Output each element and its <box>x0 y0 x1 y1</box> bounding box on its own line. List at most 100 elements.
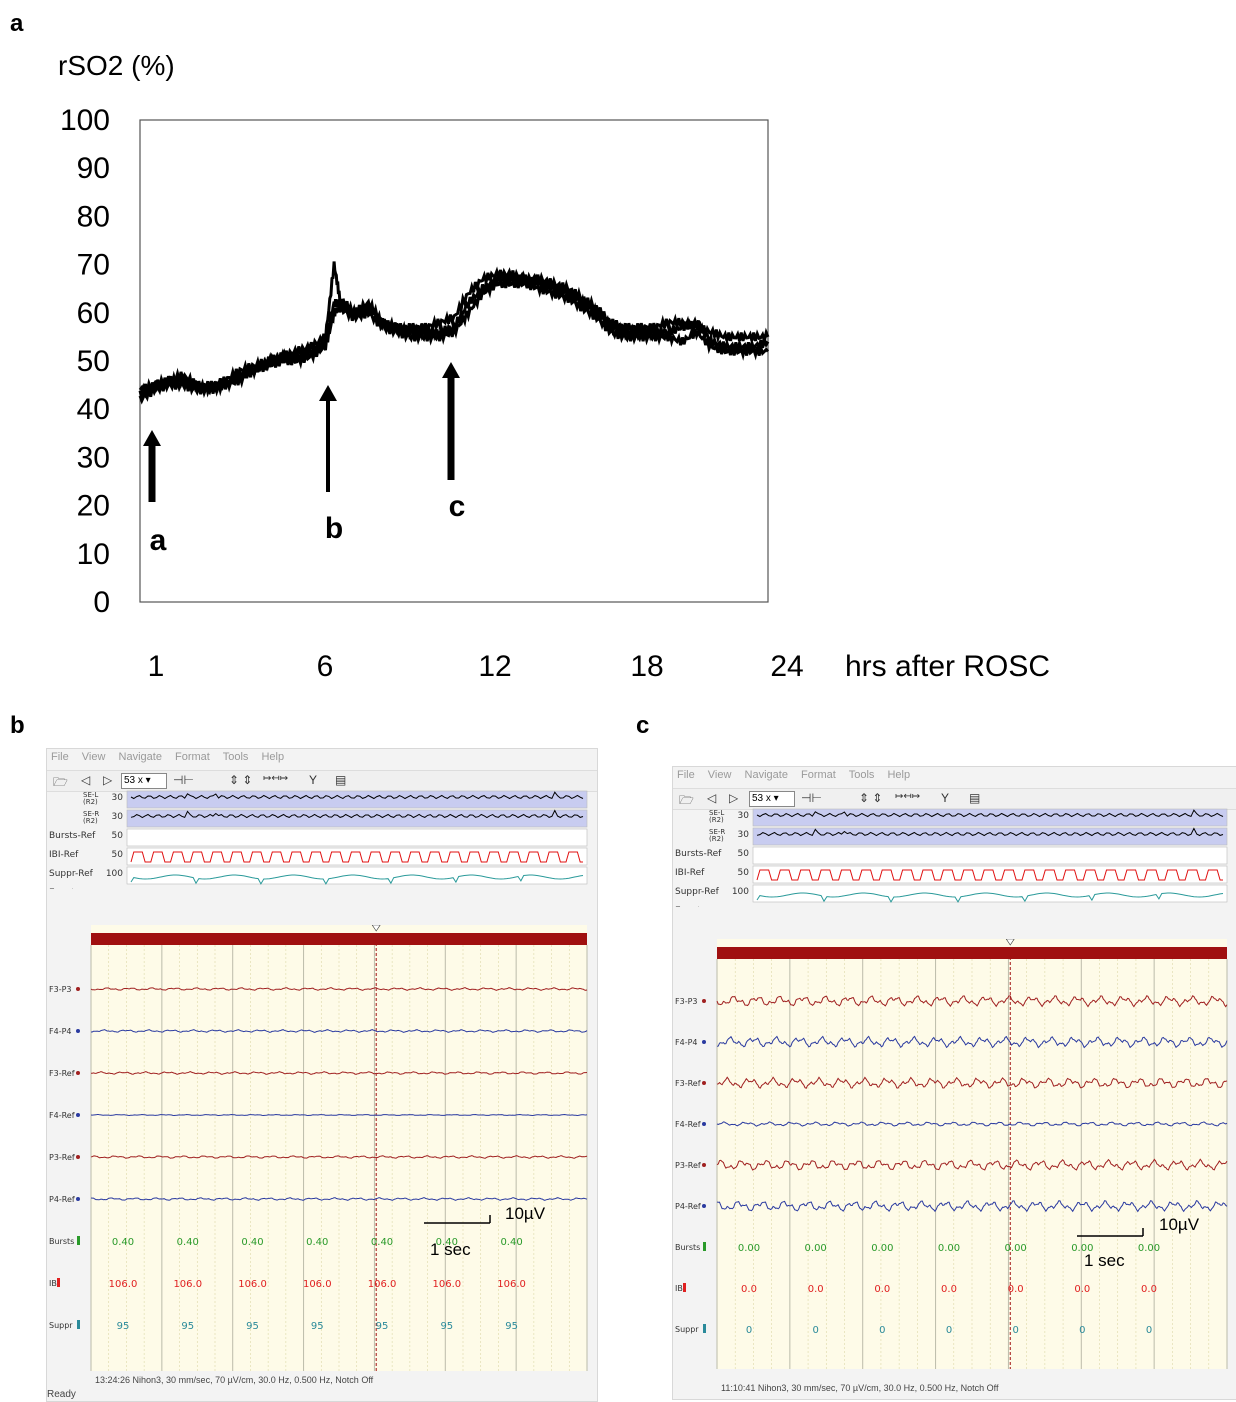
value-cell: 0.40 <box>112 1237 134 1248</box>
trend-track <box>126 847 588 866</box>
value-cell: 95 <box>246 1321 259 1332</box>
trend-scale: 50 <box>112 850 124 860</box>
expand-icon[interactable]: ⇕ ⇕ <box>859 791 883 805</box>
eeg-trace <box>716 1158 1228 1171</box>
status-line: 13:24:26 Nihon3, 30 mm/sec, 70 µV/cm, 30… <box>95 1375 374 1385</box>
channel-dot <box>76 1155 80 1159</box>
menu-help[interactable]: Help <box>887 769 911 781</box>
trend-row-label: IBI-Ref <box>49 850 79 860</box>
trend-row-label: SE-R <box>83 810 99 818</box>
trend-scale: 30 <box>738 830 750 840</box>
value-cell: 0.00 <box>871 1243 893 1254</box>
panel-label-b: b <box>10 712 25 739</box>
eeg-window-b: File View Navigate Format Tools Help 🗁 ◁… <box>46 748 598 1402</box>
y-tick-label: 50 <box>77 345 110 378</box>
value-cell: 0.40 <box>306 1237 328 1248</box>
menu-view[interactable]: View <box>707 769 732 781</box>
menu-tools[interactable]: Tools <box>222 751 249 763</box>
menu-help[interactable]: Help <box>261 751 285 763</box>
eeg-trace <box>90 1071 588 1075</box>
next-icon[interactable]: ▷ <box>729 791 739 805</box>
channel-dot <box>702 1163 706 1167</box>
montage-icon[interactable]: ▤ <box>335 773 347 787</box>
eeg-traces: F3-P3 F4-P4 F3-Ref F4-Ref P3-Ref P4-Ref Bursts… <box>49 925 588 1371</box>
scale-label-uv: 10µV <box>505 1204 546 1223</box>
montage-icon[interactable]: ▤ <box>969 791 981 805</box>
channel-dot <box>702 999 706 1003</box>
panel-label-c: c <box>636 712 650 739</box>
channel-label: F3-Ref <box>49 1069 75 1078</box>
value-cell: 106.0 <box>238 1279 267 1290</box>
menu-navigate[interactable]: Navigate <box>118 751 162 763</box>
menu-bar: File View Navigate Format Tools Help <box>47 751 597 769</box>
annotation-label: b <box>325 512 343 545</box>
prev-icon[interactable]: ◁ <box>707 791 717 805</box>
filter-icon[interactable]: Y <box>941 791 950 805</box>
eeg-trace <box>90 1155 588 1159</box>
value-cell: 0.40 <box>436 1237 458 1248</box>
prev-icon[interactable]: ◁ <box>81 773 91 787</box>
menu-navigate[interactable]: Navigate <box>744 769 788 781</box>
trend-trace <box>756 869 1223 881</box>
trend-scale: 100 <box>106 869 123 879</box>
trend-row-label: Bursts-Ref <box>675 849 722 859</box>
value-row-label: Bursts <box>49 1237 74 1246</box>
menu-view[interactable]: View <box>81 751 106 763</box>
value-cell: 0.0 <box>808 1284 824 1295</box>
open-folder-icon[interactable]: 🗁 <box>679 793 694 807</box>
trend-scale: 50 <box>738 868 750 878</box>
channel-dot <box>76 1113 80 1117</box>
trend-track <box>126 809 588 828</box>
y-tick-label: 80 <box>77 200 110 233</box>
trend-scale: 50 <box>112 831 124 841</box>
trend-scale: 50 <box>738 849 750 859</box>
open-folder-icon[interactable]: 🗁 <box>53 775 68 789</box>
annotation-arrow-head <box>143 430 161 446</box>
spacing-icon[interactable]: ↦↤↦ <box>263 773 289 784</box>
y-tick-label: 10 <box>77 538 110 571</box>
expand-icon[interactable]: ⇕ ⇕ <box>229 773 253 787</box>
menu-file[interactable]: File <box>677 769 695 781</box>
trend-row-label: SE-L <box>709 809 724 817</box>
series-line <box>138 270 770 399</box>
trend-scale: 30 <box>112 812 124 822</box>
menu-file[interactable]: File <box>51 751 69 763</box>
trend-trace <box>756 827 1224 837</box>
eeg-trace <box>90 1113 588 1117</box>
menu-format[interactable]: Format <box>175 751 210 763</box>
x-tick-label: 12 <box>478 650 511 683</box>
value-cell: 0 <box>1012 1325 1018 1336</box>
y-tick-label: 0 <box>93 586 110 619</box>
value-row-marker <box>77 1236 80 1245</box>
zoom-select[interactable]: 53 x ▾ <box>749 791 795 807</box>
channel-label: P3-Ref <box>49 1153 75 1162</box>
menu-tools[interactable]: Tools <box>848 769 875 781</box>
channel-label: P4-Ref <box>49 1195 75 1204</box>
trend-row-label: SE-L <box>83 791 98 799</box>
scale-label-sec: 1 sec <box>1084 1251 1125 1270</box>
scale-bar <box>424 1215 491 1224</box>
value-cell: 106.0 <box>173 1279 202 1290</box>
menu-format[interactable]: Format <box>801 769 836 781</box>
annotation-label: c <box>449 490 466 523</box>
zoom-select[interactable]: 53 x ▾ <box>121 773 167 789</box>
value-cell: 95 <box>117 1321 130 1332</box>
trend-track <box>752 808 1228 827</box>
trend-row-label: Suppr-Ref <box>49 869 94 879</box>
value-cell: 106.0 <box>109 1279 138 1290</box>
value-cell: 95 <box>311 1321 324 1332</box>
value-row-label: Bursts <box>675 1243 700 1252</box>
value-cell: 0.0 <box>874 1284 890 1295</box>
trend-trace <box>130 791 584 800</box>
ready-status: Ready <box>47 1389 76 1400</box>
next-icon[interactable]: ▷ <box>103 773 113 787</box>
spacing-icon[interactable]: ↦↤↦ <box>895 791 921 802</box>
value-row-marker <box>703 1324 706 1333</box>
y-tick-label: 20 <box>77 490 110 523</box>
eeg-trace <box>90 1197 588 1201</box>
trend-track <box>752 846 1228 865</box>
filter-icon[interactable]: Y <box>309 773 318 787</box>
range-icon[interactable]: ⊣⊢ <box>173 773 194 787</box>
range-icon[interactable]: ⊣⊢ <box>801 791 822 805</box>
value-cell: 0 <box>946 1325 952 1336</box>
